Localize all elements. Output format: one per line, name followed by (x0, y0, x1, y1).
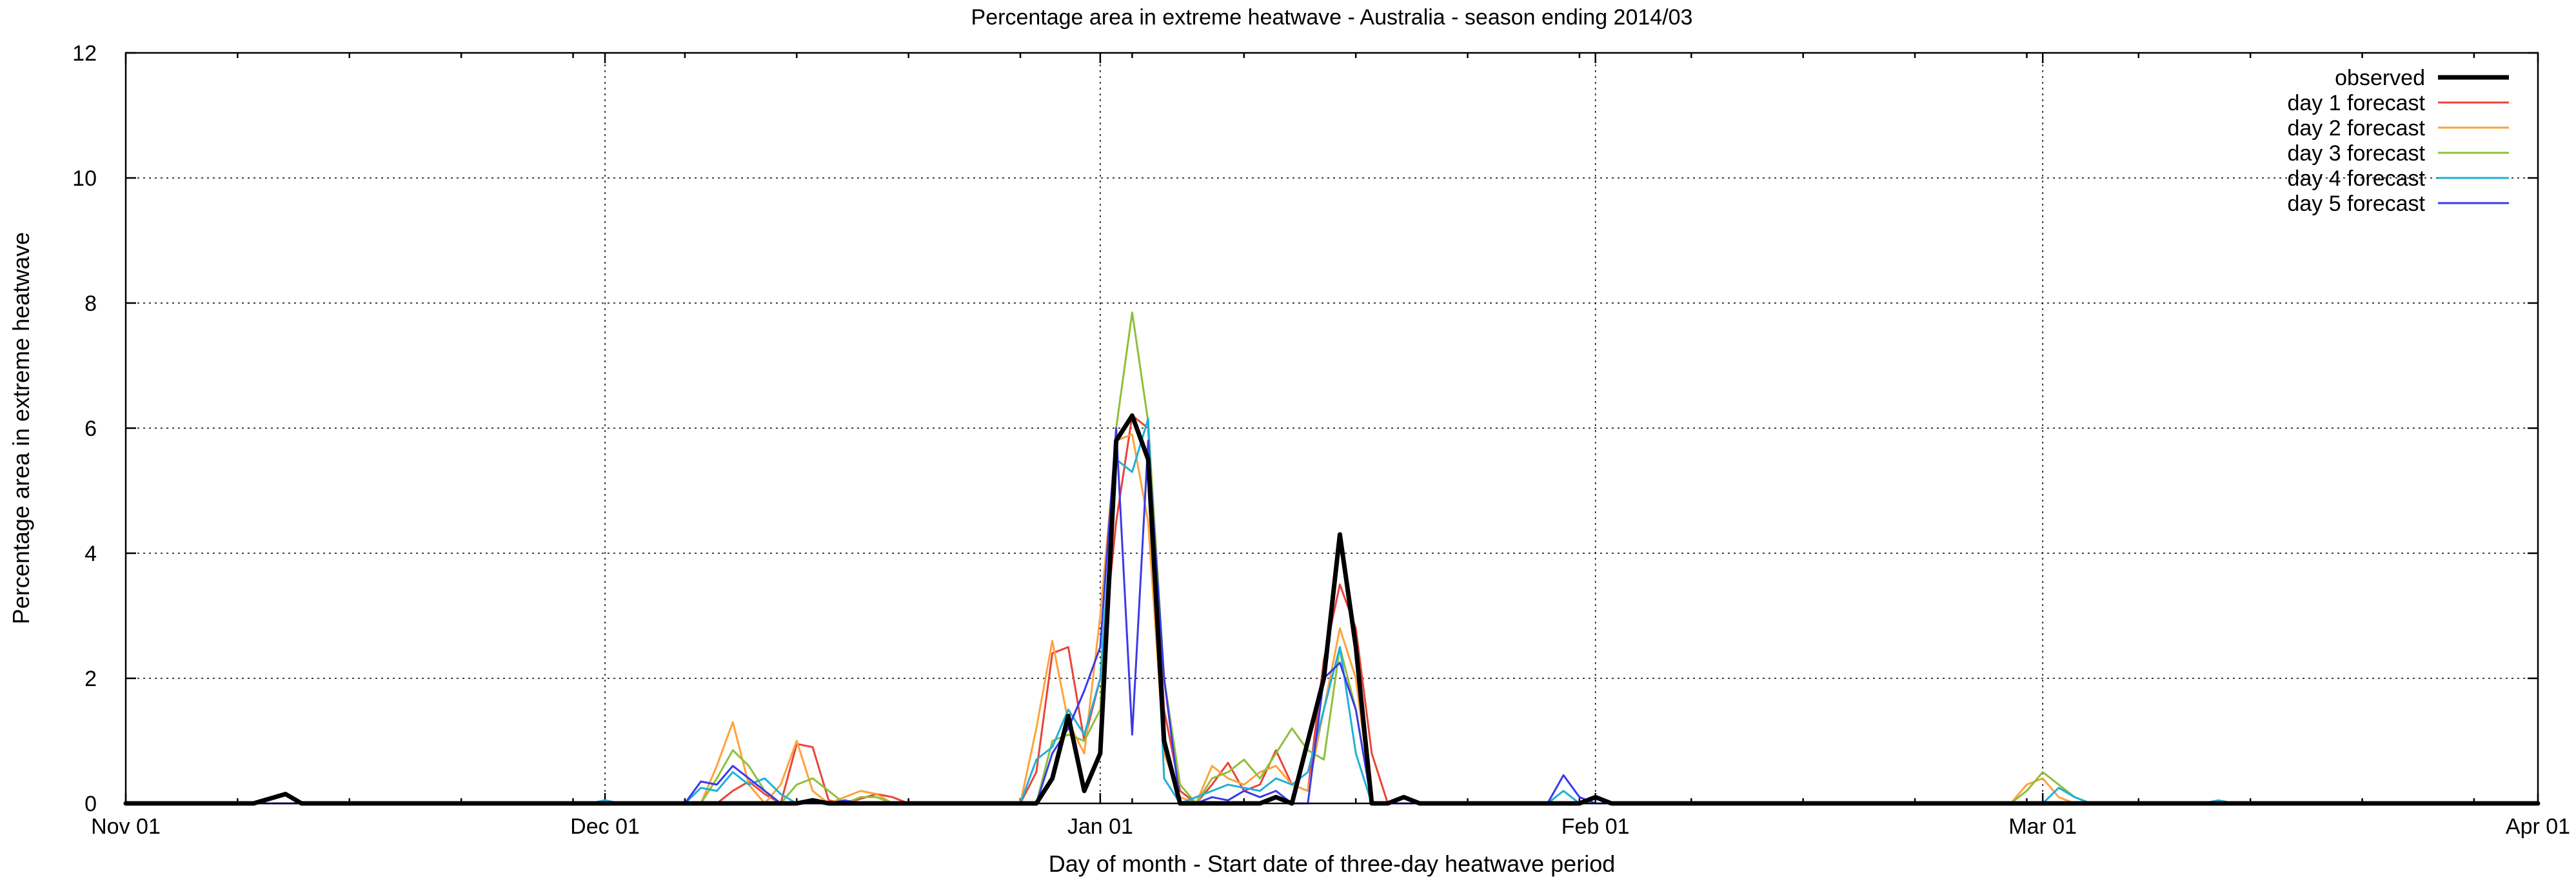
x-tick-label: Jan 01 (1067, 814, 1133, 839)
x-tick-label: Dec 01 (570, 814, 640, 839)
x-axis-label: Day of month - Start date of three-day h… (1049, 850, 1615, 877)
plot-frame (124, 52, 2539, 805)
y-tick-label: 0 (84, 792, 97, 816)
x-tick-label: Feb 01 (1561, 814, 1630, 839)
y-tick-label: 4 (84, 542, 97, 566)
legend-label: observed (2335, 66, 2425, 90)
y-tick-label: 12 (72, 41, 97, 66)
series-line-day-5-forecast (124, 427, 2539, 805)
legend-label: day 3 forecast (2287, 141, 2425, 166)
grid-lines (126, 53, 2538, 803)
x-tick-label: Mar 01 (2008, 814, 2077, 839)
series-lines (123, 311, 2541, 806)
legend-label: day 1 forecast (2287, 91, 2425, 115)
x-tick-label: Nov 01 (91, 814, 161, 839)
legend-label: day 4 forecast (2287, 166, 2425, 191)
series-line-day-2-forecast (124, 433, 2539, 805)
axis-ticks: 0 2 4 6 8 10 12 Nov 01 Dec 01 Jan 01 Feb 01 Mar 01 A… (72, 41, 2570, 839)
legend-label: day 5 forecast (2287, 192, 2425, 216)
legend-label: day 2 forecast (2287, 116, 2425, 141)
y-tick-label: 2 (84, 667, 97, 691)
x-tick-label: Apr 01 (2506, 814, 2570, 839)
chart-title: Percentage area in extreme heatwave - Au… (971, 5, 1693, 30)
series-line-observed (123, 413, 2541, 806)
y-tick-label: 6 (84, 417, 97, 441)
y-axis-label: Percentage area in extreme heatwave (8, 232, 34, 624)
y-tick-label: 8 (84, 291, 97, 316)
y-tick-label: 10 (72, 166, 97, 191)
series-line-day-3-forecast (124, 311, 2539, 805)
